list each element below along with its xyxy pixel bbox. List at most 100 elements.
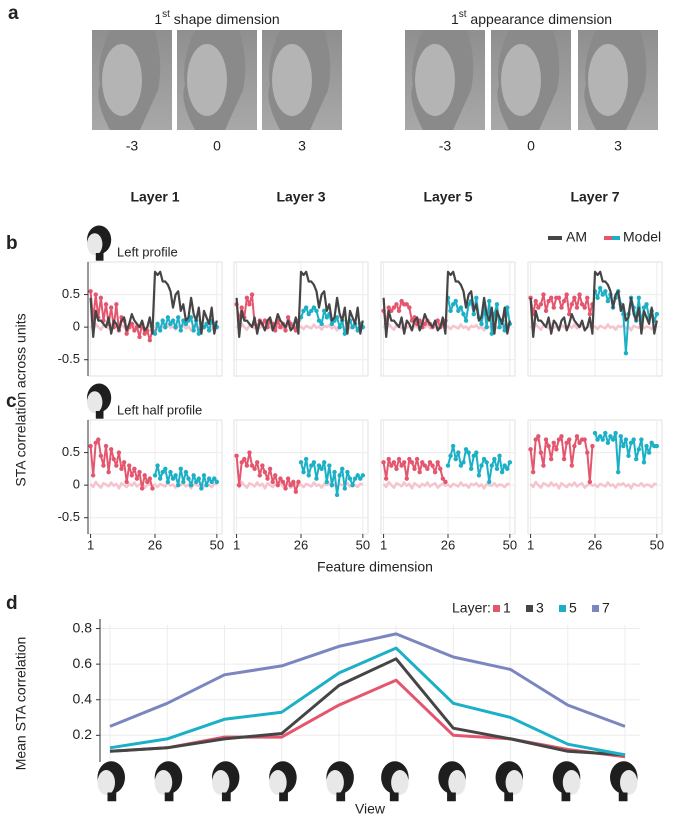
panel-label: d: [6, 593, 18, 614]
model-line-point: [412, 466, 417, 472]
model-line-point: [414, 456, 420, 462]
x-axis-title: Feature dimension: [317, 559, 433, 575]
model-line-point: [319, 466, 324, 472]
model-line-point: [590, 443, 595, 449]
face: [87, 233, 103, 256]
model-line-point: [407, 305, 412, 310]
model-line-point: [551, 305, 556, 310]
title-suffix: st: [459, 9, 467, 20]
model-line-point: [435, 460, 440, 465]
model-line-point: [559, 434, 564, 439]
model-line-point: [448, 453, 453, 459]
x-tick-label: 1: [380, 537, 387, 552]
model-line-point: [396, 308, 402, 314]
model-line-point: [603, 430, 608, 436]
face-icon: [87, 225, 112, 261]
model-line-point: [152, 473, 158, 478]
neck: [164, 792, 174, 802]
panel-label: c: [6, 391, 17, 412]
model-line-point: [567, 311, 572, 317]
image-label: 3: [614, 138, 622, 154]
model-line-point: [585, 450, 590, 455]
model-line-point: [329, 482, 335, 488]
model-line-point: [132, 466, 137, 472]
model-line-point: [564, 292, 569, 297]
model-line-point: [201, 473, 207, 478]
model-line-point: [234, 453, 239, 459]
face: [87, 391, 103, 414]
y-tick-label: 0: [73, 477, 80, 492]
model-line-point: [597, 434, 603, 439]
y-tick-label: 0.8: [73, 619, 93, 635]
model-line-point: [260, 463, 265, 468]
model-line-point: [507, 460, 513, 465]
model-line-point: [394, 466, 399, 472]
model-line-point: [422, 321, 428, 327]
model-line-point: [420, 460, 425, 465]
model-line-point: [577, 440, 582, 445]
neck: [107, 792, 117, 802]
model-line-point: [90, 473, 96, 478]
model-line-point: [404, 302, 409, 307]
model-line-point: [160, 469, 165, 475]
model-line-point: [649, 440, 654, 445]
model-line-point: [298, 460, 304, 465]
model-line-point: [360, 473, 366, 478]
model-line-point: [358, 476, 363, 481]
face: [620, 770, 638, 795]
face-icon: [381, 761, 409, 802]
model-line-point: [409, 460, 415, 465]
model-line-point: [389, 463, 394, 468]
baseline-line: [529, 480, 658, 490]
model-line-point: [541, 463, 546, 468]
model-line: [529, 435, 594, 483]
y-tick-label: 0.6: [73, 655, 93, 671]
model-line-point: [116, 450, 122, 455]
model-line-point: [188, 482, 194, 488]
model-line-point: [448, 308, 453, 314]
model-line-point: [350, 324, 355, 330]
model-line-point: [401, 460, 407, 465]
am-line: [235, 270, 364, 338]
model-line-point: [577, 292, 582, 297]
x-tick-label: 50: [650, 537, 664, 552]
model-line-point: [249, 463, 255, 468]
model-line-point: [204, 482, 209, 488]
legend-swatch: [592, 605, 599, 612]
model-line-point: [474, 450, 479, 455]
model-line-point: [155, 463, 160, 468]
model-line-point: [337, 324, 342, 330]
model-line-point: [206, 476, 212, 481]
model-line-point: [484, 324, 489, 330]
model-line-point: [466, 450, 471, 455]
model-line-point: [142, 473, 147, 478]
model-line-point: [114, 302, 119, 307]
model-line-point: [163, 466, 168, 472]
y-tick-label: 0.4: [73, 690, 93, 706]
face-skin: [501, 44, 541, 116]
model-line-point: [106, 469, 111, 475]
model-line-point: [188, 315, 194, 320]
x-tick-label: 50: [503, 537, 517, 552]
face-icon: [610, 761, 638, 802]
model-line-point: [450, 443, 456, 449]
model-line-point: [352, 476, 358, 481]
face: [562, 770, 581, 795]
model-line-point: [147, 337, 153, 343]
model-line-point: [489, 463, 495, 468]
model-line-point: [613, 430, 618, 436]
model-line-point: [391, 305, 397, 310]
neck: [561, 792, 571, 802]
model-line-point: [502, 463, 507, 468]
model-line-point: [453, 456, 458, 462]
image-label: 0: [213, 138, 221, 154]
y-tick-label: 0.5: [62, 444, 80, 459]
model-line-point: [463, 447, 469, 452]
model-line-point: [569, 463, 575, 468]
model-line-point: [278, 476, 283, 481]
model-line-point: [283, 328, 288, 333]
face-icon: [552, 761, 581, 802]
model-line-point: [623, 351, 629, 356]
model-line-point: [422, 463, 428, 468]
model-line-point: [432, 469, 438, 475]
